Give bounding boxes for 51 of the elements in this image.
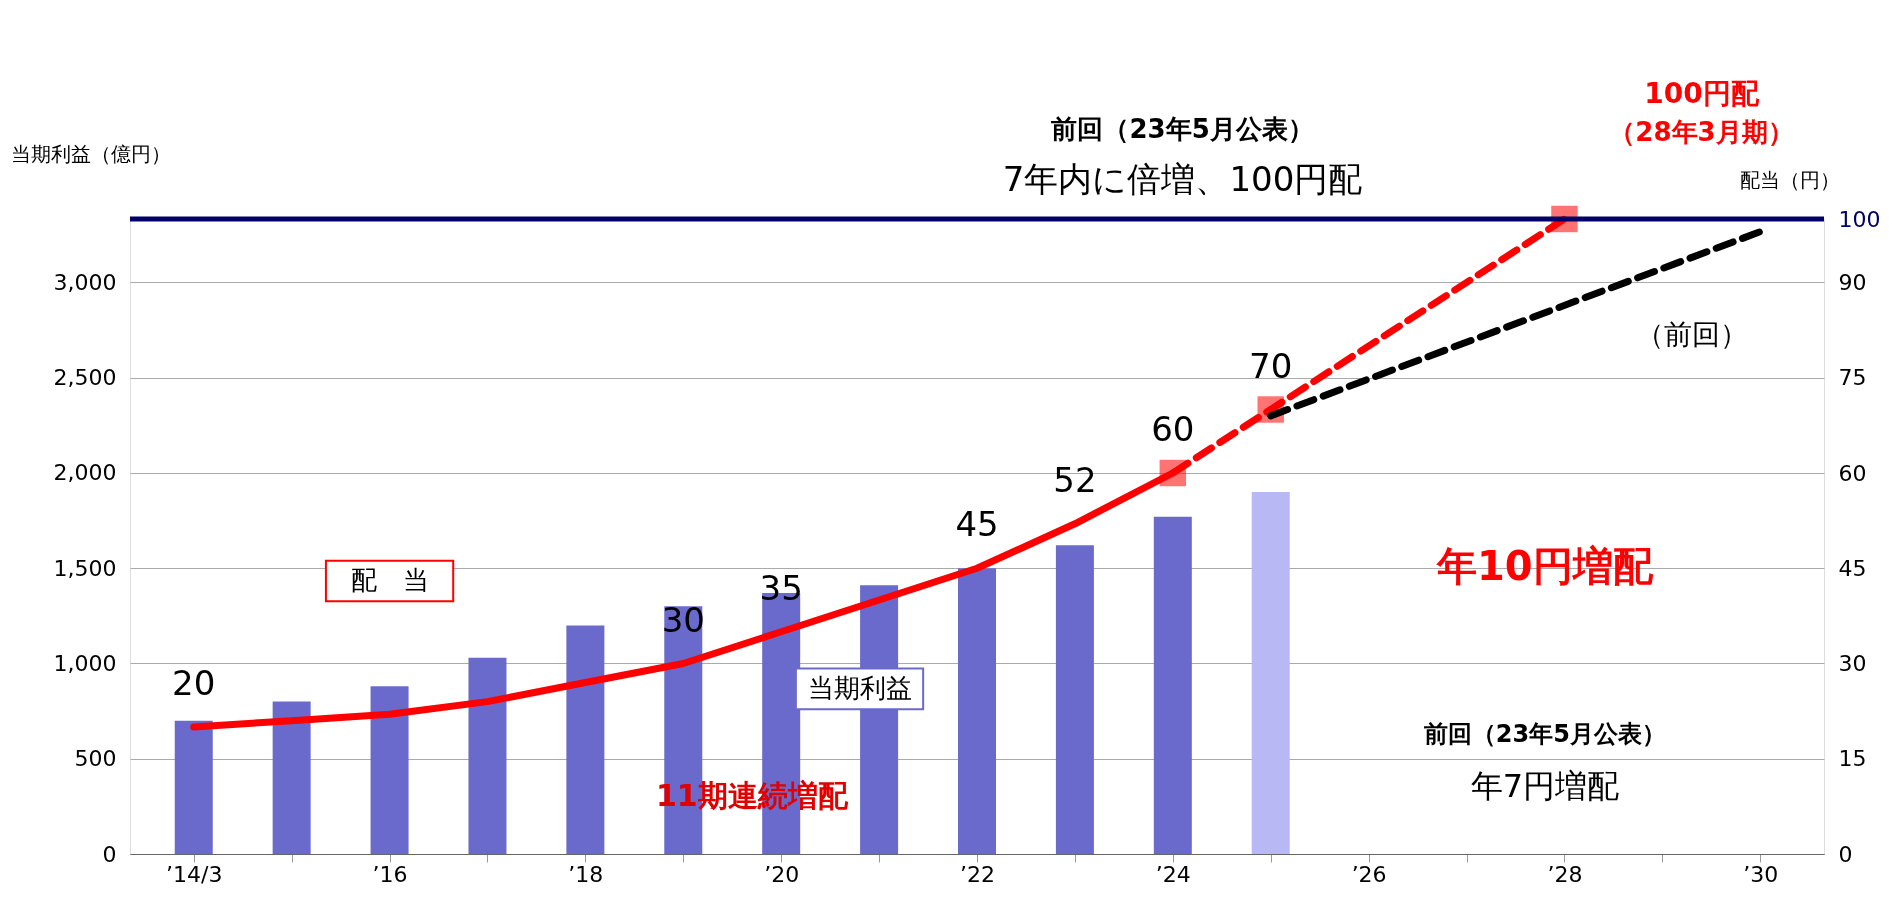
x-tick-label: ’20 bbox=[764, 861, 800, 887]
data-label: 70 bbox=[1249, 345, 1293, 386]
y-tick-label: 1,500 bbox=[53, 555, 117, 581]
y-tick-label: 0 bbox=[102, 841, 117, 867]
bar bbox=[566, 625, 605, 854]
data-label: 20 bbox=[172, 663, 216, 703]
data-label: 60 bbox=[1151, 409, 1195, 449]
data-label: 52 bbox=[1053, 459, 1097, 500]
bar bbox=[958, 568, 996, 854]
data-label: 45 bbox=[955, 504, 999, 545]
annotation: 前回（23年5月公表） bbox=[1422, 720, 1666, 749]
y2-tick-label: 15 bbox=[1838, 746, 1867, 772]
bar bbox=[1251, 492, 1290, 854]
y-tick-label: 500 bbox=[74, 746, 117, 772]
text: 7年内に倍増、100円配 bbox=[1002, 158, 1363, 199]
y-tick-label: 2,500 bbox=[53, 365, 117, 391]
x-tick-label: ’30 bbox=[1743, 861, 1779, 887]
series-label: 当期利益 bbox=[807, 672, 912, 703]
x-tick-label: ’14/3 bbox=[166, 861, 223, 887]
x-tick-label: ’24 bbox=[1155, 861, 1191, 887]
annotation: 年10円増配 bbox=[1436, 543, 1654, 590]
y2-tick-label: 75 bbox=[1838, 365, 1867, 391]
bar bbox=[1055, 545, 1094, 854]
bar bbox=[174, 720, 213, 854]
y2-tick-label: 45 bbox=[1838, 555, 1867, 581]
y-axis-title: 当期利益（億円） bbox=[10, 141, 171, 166]
text: 100円配 bbox=[1644, 77, 1760, 111]
y-tick-label: 1,000 bbox=[53, 650, 117, 676]
annotation: 年7円増配 bbox=[1470, 766, 1620, 805]
x-tick-label: ’16 bbox=[372, 861, 408, 887]
bar bbox=[1153, 516, 1192, 854]
bar bbox=[468, 657, 507, 854]
text: 配 当 bbox=[350, 564, 429, 595]
y-tick-label: 3,000 bbox=[53, 269, 117, 295]
y2-tick-label: 0 bbox=[1838, 841, 1853, 867]
bar bbox=[272, 701, 311, 854]
y2-tick-label: 90 bbox=[1838, 270, 1867, 295]
x-tick-label: ’28 bbox=[1547, 861, 1583, 887]
y2-tick-label: 60 bbox=[1838, 460, 1867, 486]
y-tick-label: 2,000 bbox=[53, 460, 117, 486]
annotation: （前回） bbox=[1635, 318, 1748, 352]
text: （28年3月期） bbox=[1609, 117, 1794, 148]
x-tick-label: ’18 bbox=[568, 861, 604, 887]
y2-tick-label: 100 bbox=[1838, 206, 1881, 232]
x-tick-label: ’22 bbox=[960, 861, 995, 887]
text: 前回（23年5月公表） bbox=[1050, 114, 1314, 145]
y2-tick-label: 30 bbox=[1838, 651, 1867, 676]
bar bbox=[370, 686, 409, 854]
data-label: 30 bbox=[661, 599, 705, 640]
y2-axis-title: 配当（円） bbox=[1739, 167, 1840, 192]
x-tick-label: ’26 bbox=[1351, 861, 1387, 887]
